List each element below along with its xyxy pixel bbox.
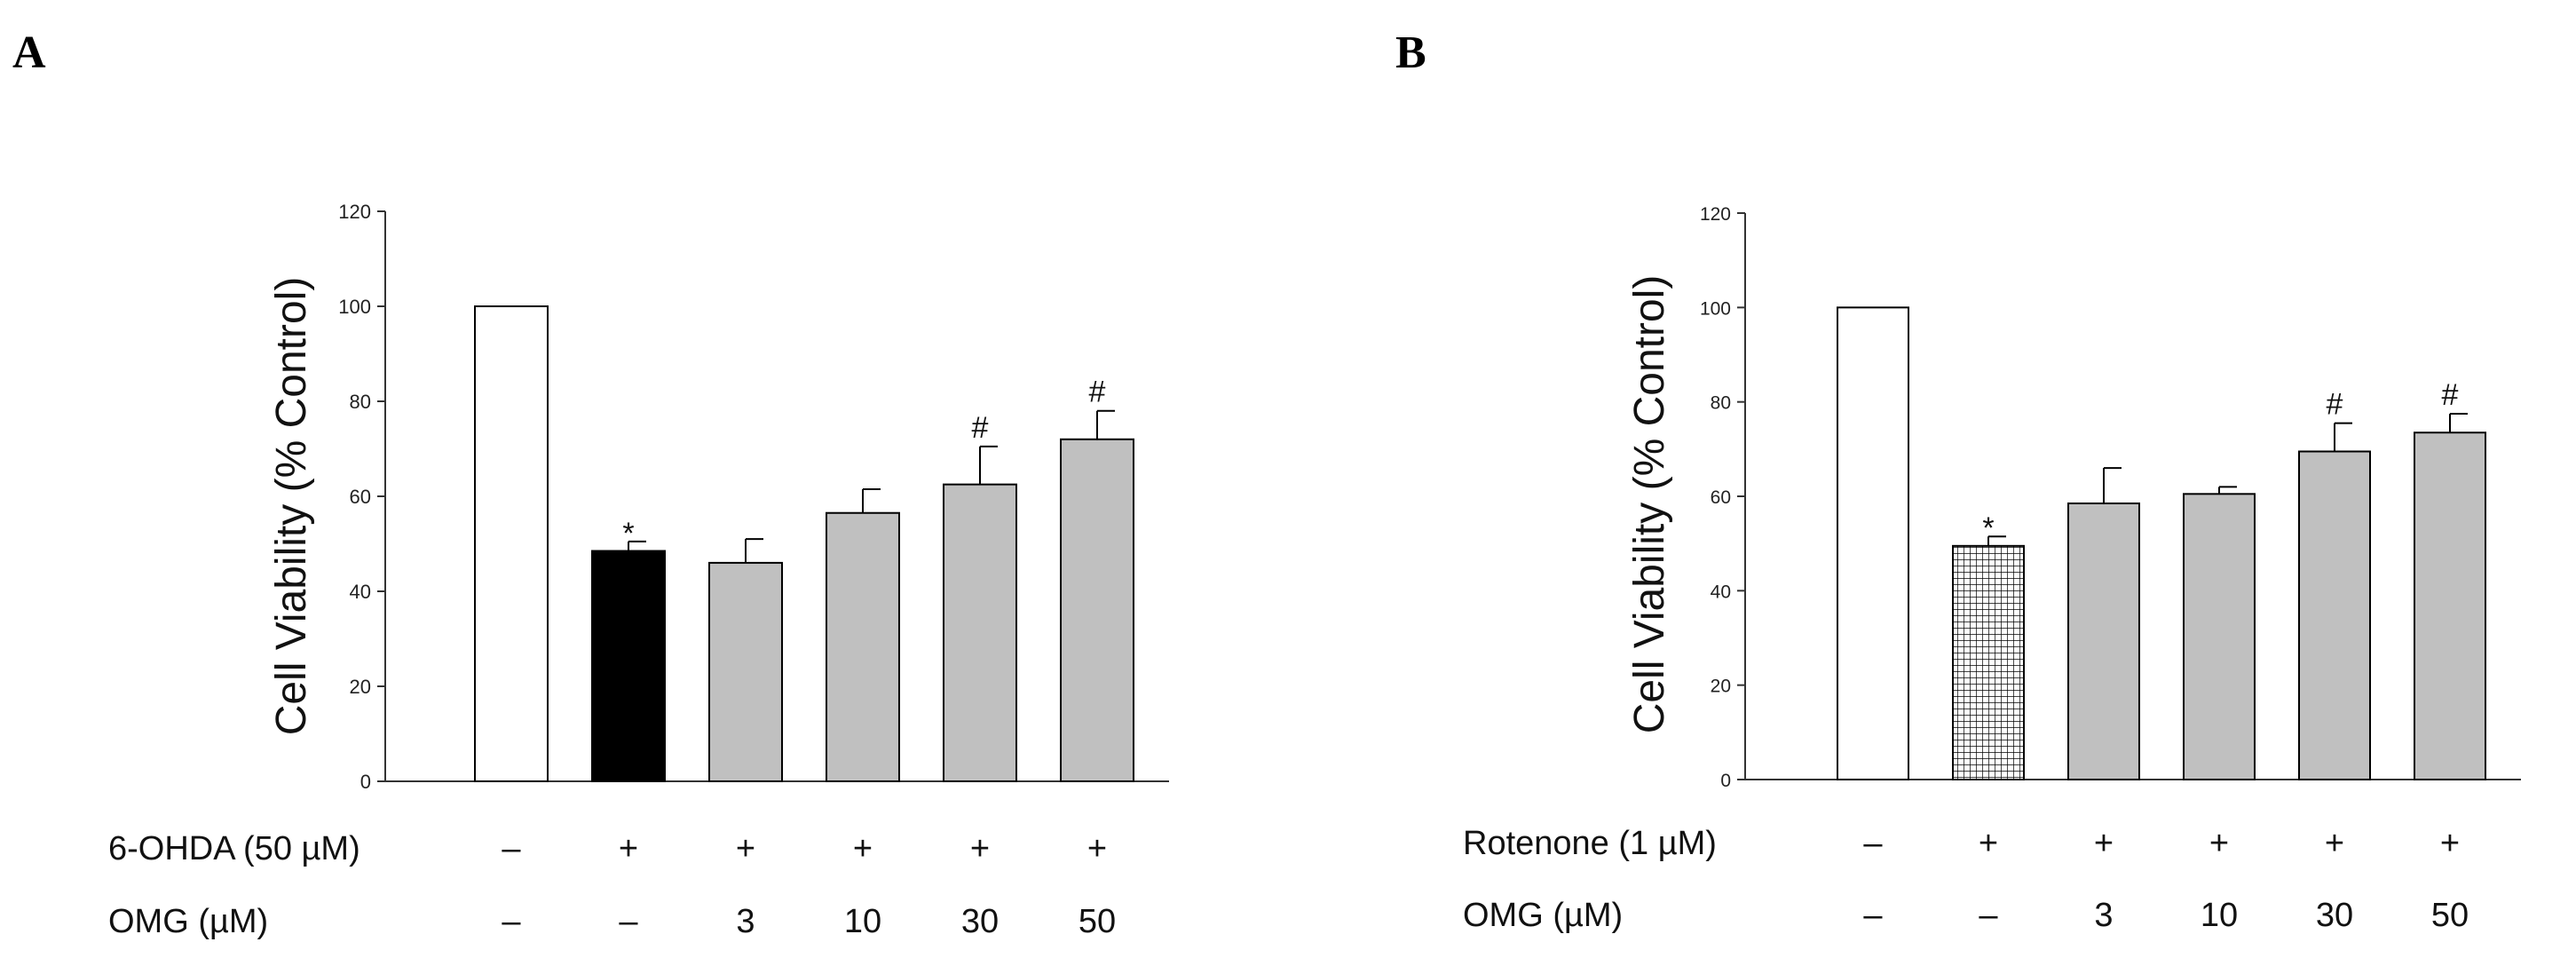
table-cell-r1-c2: + (619, 830, 638, 867)
table-cell-r2-c5: 30 (961, 903, 999, 940)
table-cell-r2-c4: 10 (844, 903, 881, 940)
bar-1 (1837, 306, 1909, 781)
y-tick-label: 0 (360, 771, 371, 793)
y-tick-label: 40 (350, 581, 371, 603)
y-tick-label: 40 (1711, 582, 1731, 602)
table-cell-r2-c2: – (619, 903, 638, 940)
row-label-omg: OMG (µM) (1463, 897, 1623, 934)
table-cell-r1-c3: + (736, 830, 755, 867)
bar-2 (1952, 544, 2025, 780)
y-axis-title: Cell Viability (% Control) (1626, 275, 1673, 734)
bars: * # # (474, 305, 1134, 783)
table-cell-r1-c5: + (2325, 825, 2344, 862)
table-cell-r2-c1: – (1863, 897, 1883, 934)
table-cell-r2-c4: 10 (2201, 897, 2238, 934)
table-cell-r2-c6: 50 (1079, 903, 1116, 940)
y-tick-label: 60 (1711, 487, 1731, 508)
significance-hash: # (1089, 376, 1106, 409)
y-tick-label: 20 (1711, 677, 1731, 697)
table-cell-r2-c2: – (1979, 897, 1998, 934)
table-cell-r2-c3: 3 (2094, 897, 2113, 934)
significance-star: * (622, 517, 634, 550)
bar-6 (2414, 431, 2486, 780)
table-cell-r2-c5: 30 (2316, 897, 2353, 934)
bar-4 (826, 511, 900, 782)
table-cell-r1-c4: + (853, 830, 873, 867)
y-axis-title: Cell Viability (% Control) (268, 277, 315, 736)
y-tick-label: 20 (350, 676, 371, 698)
y-tick-label: 0 (1720, 771, 1731, 791)
y-tick-label: 100 (338, 296, 371, 318)
row-label-omg: OMG (µM) (108, 903, 268, 940)
y-tick-label: 80 (350, 391, 371, 413)
bars: * # # (1837, 306, 2486, 781)
significance-hash: # (2327, 388, 2343, 422)
panel-b: B Cell Viability (% Control) 0 20 40 60 80 10… (1395, 28, 2521, 934)
bar-3 (708, 561, 783, 783)
table-cell-r1-c3: + (2094, 825, 2114, 862)
table-cell-r1-c4: + (2209, 825, 2229, 862)
condition-table: – – + – +3 +10 +30 +50 (1863, 825, 2469, 934)
bar-2 (591, 550, 666, 783)
row-label-treatment: Rotenone (1 µM) (1463, 825, 1717, 862)
table-cell-r1-c1: – (502, 830, 521, 867)
y-tick-label: 60 (350, 486, 371, 508)
y-tick-label: 100 (1700, 298, 1731, 319)
bar-3 (2067, 502, 2140, 780)
bar-4 (2183, 493, 2256, 780)
table-cell-r1-c1: – (1863, 825, 1883, 862)
table-cell-r2-c3: 3 (736, 903, 755, 940)
panel-letter-b: B (1395, 28, 1426, 78)
bar-5 (2298, 450, 2371, 780)
significance-star: * (1982, 511, 1994, 545)
table-cell-r1-c2: + (1979, 825, 1998, 862)
bar-1 (474, 305, 549, 782)
table-cell-r2-c6: 50 (2431, 897, 2469, 934)
table-cell-r1-c6: + (2440, 825, 2460, 862)
y-tick-label: 120 (338, 201, 371, 223)
panel-a: A Cell Viability (% Control) 0 20 40 60 80 10… (12, 28, 1169, 940)
bar-5 (943, 483, 1017, 782)
table-cell-r1-c5: + (970, 830, 990, 867)
significance-hash: # (2442, 378, 2459, 412)
y-tick-label: 80 (1711, 393, 1731, 414)
panel-letter-a: A (12, 28, 46, 78)
condition-table: – – + – +3 +10 +30 +50 (502, 830, 1116, 940)
y-tick-label: 120 (1700, 204, 1731, 225)
table-cell-r2-c1: – (502, 903, 521, 940)
row-label-treatment: 6-OHDA (50 µM) (108, 830, 360, 867)
bar-6 (1060, 438, 1134, 782)
table-cell-r1-c6: + (1087, 830, 1107, 867)
significance-hash: # (972, 411, 989, 445)
